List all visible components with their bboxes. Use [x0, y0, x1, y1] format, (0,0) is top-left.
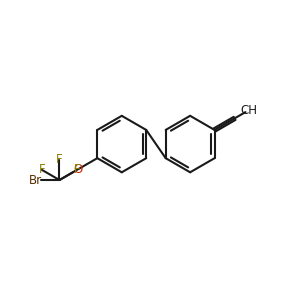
Text: Br: Br [29, 173, 42, 187]
Text: O: O [74, 163, 82, 176]
Text: F: F [74, 164, 80, 176]
Text: CH: CH [240, 104, 257, 117]
Text: F: F [39, 164, 45, 176]
Text: F: F [56, 153, 63, 166]
